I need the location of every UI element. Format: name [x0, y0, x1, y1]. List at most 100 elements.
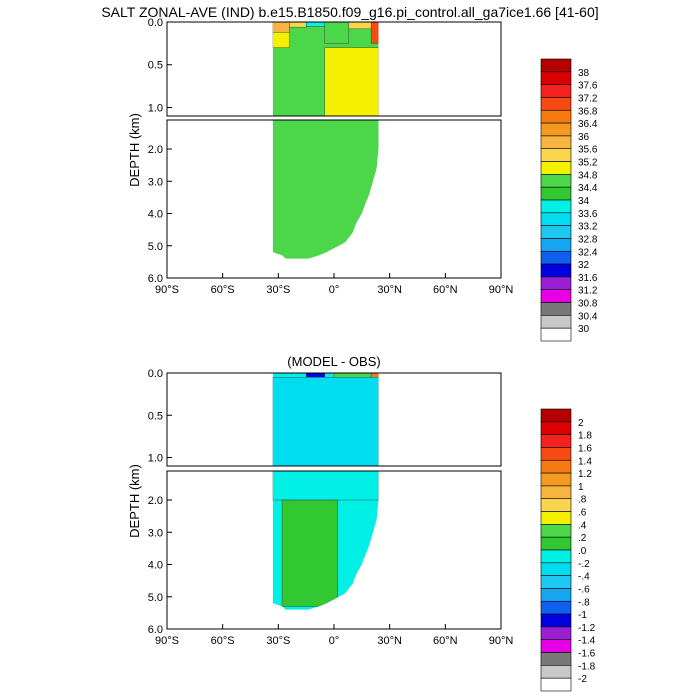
colorbar-swatch: [540, 639, 572, 653]
colorbar: 38 37.637.2 36.8 36.4 36 35.6 35.234.8 34.4 34 33…: [540, 58, 598, 342]
colorbar-label: 35.2: [578, 158, 598, 169]
colorbar-swatch: [540, 588, 572, 602]
panel-gap: [166, 466, 502, 471]
colorbar-label: 1.2: [578, 469, 592, 480]
field-region: [272, 377, 379, 467]
colorbar-label: 34.8: [578, 170, 598, 181]
x-tick-label: 30°S: [266, 284, 290, 296]
colorbar-swatch: [540, 434, 572, 448]
colorbar-swatch: [540, 536, 572, 551]
y-axis-label: DEPTH (km): [127, 464, 142, 538]
y-tick-label: 0.5: [148, 60, 163, 72]
colorbar-swatch: [540, 447, 572, 461]
colorbar-label: 36: [578, 132, 590, 143]
colorbar-swatch: [540, 58, 572, 73]
y-tick-label: 6.0: [148, 273, 163, 285]
colorbar-label: .2: [578, 533, 587, 544]
colorbar-label: 1.4: [578, 456, 592, 467]
colorbar-swatch: [540, 626, 572, 641]
field-region: [348, 22, 379, 30]
colorbar-swatch: [540, 575, 572, 589]
field: [272, 22, 379, 259]
colorbar-swatch: [540, 135, 572, 150]
colorbar-label: 37.2: [578, 93, 598, 104]
colorbar-swatch: [540, 327, 572, 342]
y-tick-label: 4.0: [148, 560, 163, 572]
x-tick-label: 0°: [329, 284, 340, 296]
colorbar-swatch: [540, 71, 572, 85]
panel-title: (MODEL - OBS): [287, 354, 380, 369]
field-region: [272, 32, 290, 48]
colorbar-swatch: [540, 186, 572, 201]
y-tick-label: 5.0: [148, 241, 163, 253]
colorbar-label: -2: [578, 674, 587, 685]
x-tick-label: 60°N: [433, 284, 458, 296]
colorbar-label: 2: [578, 418, 584, 429]
colorbar-label: 36.8: [578, 106, 598, 117]
colorbar-label: 35.6: [578, 145, 598, 156]
colorbar-label: 36.4: [578, 119, 598, 130]
y-tick-label: 2.0: [148, 144, 163, 156]
y-tick-label: 0.5: [148, 410, 163, 422]
colorbar-swatch: [540, 613, 572, 628]
colorbar-swatch: [540, 97, 572, 111]
upper-frame: [166, 21, 502, 117]
colorbar-label: 33.2: [578, 222, 598, 233]
x-tick-label: 30°N: [377, 635, 402, 647]
colorbar-label: .4: [578, 520, 587, 531]
upper-frame: [166, 372, 502, 467]
panel-gap: [166, 116, 502, 120]
colorbar-label: -1.8: [578, 661, 596, 672]
x-tick-label: 90°N: [489, 284, 514, 296]
colorbar-swatch: [540, 498, 572, 512]
colorbar-swatch: [540, 677, 572, 692]
colorbar: 21.81.61.41.21.8.6.4.2.0-.2-.4-.6-.8-1-1…: [540, 408, 596, 692]
field-region: [324, 22, 350, 44]
colorbar-swatch: [540, 212, 572, 226]
colorbar-label: 32: [578, 260, 590, 271]
colorbar-swatch: [540, 122, 572, 137]
panel-1: 0.0 0.5 1.0 2.0 3.0 4.0 5.0 6.090°S 60°S 30°S 0° 30…: [127, 17, 598, 342]
colorbar-label: -.8: [578, 597, 590, 608]
colorbar-swatch: [540, 459, 572, 474]
colorbar-swatch: [540, 174, 572, 188]
colorbar-swatch: [540, 109, 572, 124]
colorbar-label: 32.8: [578, 234, 598, 245]
y-axis-label: DEPTH (km): [127, 113, 142, 187]
colorbar-label: -1.2: [578, 623, 596, 634]
colorbar-swatch: [540, 562, 572, 576]
colorbar-swatch: [540, 511, 572, 525]
field: [272, 373, 379, 610]
colorbar-swatch: [540, 652, 572, 666]
y-tick-label: 1.0: [148, 453, 163, 465]
colorbar-swatch: [540, 421, 572, 435]
colorbar-label: 34.4: [578, 183, 598, 194]
colorbar-label: -.2: [578, 559, 590, 570]
y-tick-label: 2.0: [148, 495, 163, 507]
field-region: [272, 22, 290, 33]
x-tick-label: 60°N: [433, 635, 458, 647]
colorbar-label: -.6: [578, 584, 590, 595]
x-tick-label: 0°: [329, 635, 340, 647]
colorbar-label: 33.6: [578, 209, 598, 220]
field-region: [289, 22, 307, 28]
colorbar-label: 32.4: [578, 247, 598, 258]
colorbar-label: 30.4: [578, 311, 598, 322]
colorbar-label: .6: [578, 508, 587, 519]
x-tick-label: 90°S: [155, 284, 179, 296]
y-tick-label: 3.0: [148, 176, 163, 188]
colorbar-label: 38: [578, 68, 590, 79]
colorbar-swatch: [540, 408, 572, 423]
colorbar-swatch: [540, 199, 572, 214]
colorbar-label: 31.6: [578, 273, 598, 284]
x-tick-label: 60°S: [211, 635, 235, 647]
colorbar-label: 30: [578, 324, 590, 335]
colorbar-label: 1: [578, 482, 584, 493]
x-tick-label: 90°N: [489, 635, 514, 647]
x-tick-label: 30°S: [266, 635, 290, 647]
colorbar-label: 34: [578, 196, 590, 207]
colorbar-label: .0: [578, 546, 587, 557]
colorbar-swatch: [540, 148, 572, 162]
field-region: [305, 22, 325, 27]
